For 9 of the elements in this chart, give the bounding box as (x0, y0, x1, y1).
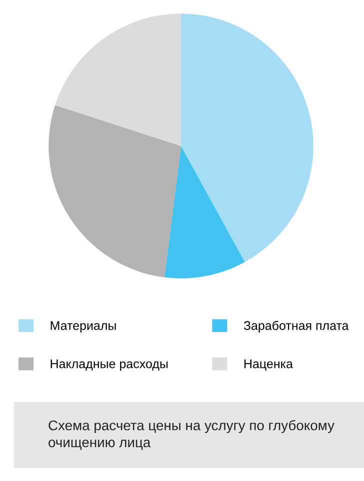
legend-label: Заработная плата (244, 320, 349, 332)
pie-slice (164, 146, 245, 278)
legend-label: Накладные расходы (50, 359, 168, 371)
legend-label: Наценка (244, 359, 293, 371)
pie-slice (48, 105, 181, 278)
pie-slice (55, 14, 181, 146)
legend-label: Материалы (50, 321, 116, 332)
text: Схема расчета цены на услугу по глубокому очищению лица (48, 420, 334, 450)
pie-slice (181, 14, 314, 262)
